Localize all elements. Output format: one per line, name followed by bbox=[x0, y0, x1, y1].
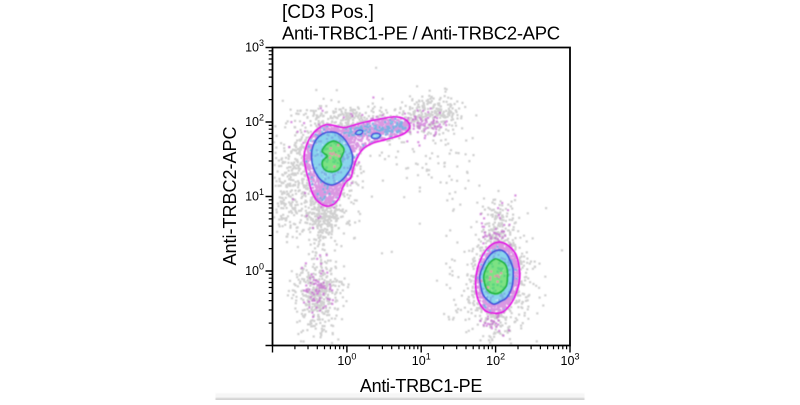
svg-text:Anti-TRBC1-PE: Anti-TRBC1-PE bbox=[360, 376, 482, 396]
svg-text:[CD3 Pos.]: [CD3 Pos.] bbox=[282, 2, 374, 23]
svg-text:Anti-TRBC1-PE / Anti-TRBC2-APC: Anti-TRBC1-PE / Anti-TRBC2-APC bbox=[282, 23, 560, 44]
svg-text:Anti-TRBC2-APC: Anti-TRBC2-APC bbox=[220, 126, 240, 265]
